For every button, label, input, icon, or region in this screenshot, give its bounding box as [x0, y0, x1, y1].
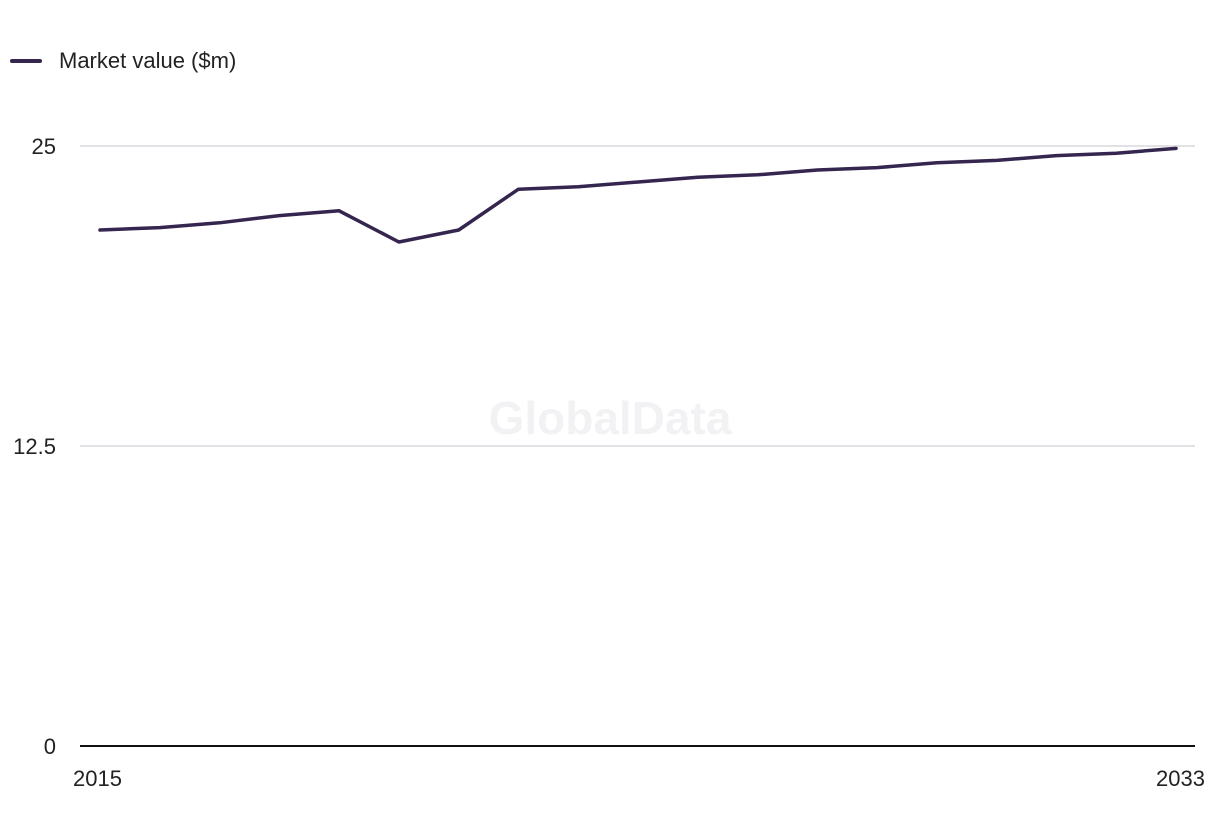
- data-point-2030: [995, 158, 999, 162]
- data-point-2032: [1114, 151, 1118, 155]
- data-point-2023: [576, 185, 580, 189]
- legend-label-market-value: Market value ($m): [59, 48, 237, 73]
- data-point-2015: [98, 228, 102, 232]
- data-point-2025: [696, 175, 700, 179]
- data-point-2026: [756, 173, 760, 177]
- x-tick-label-2015: 2015: [73, 766, 122, 791]
- legend-swatch-market-value: [10, 59, 42, 63]
- gridlines: [80, 145, 1195, 447]
- y-axis-tick-labels: 0 12.5 25: [13, 134, 56, 759]
- data-point-2031: [1054, 154, 1058, 158]
- data-point-2028: [875, 166, 879, 170]
- x-tick-label-2033: 2033: [1156, 766, 1205, 791]
- data-point-2027: [815, 168, 819, 172]
- data-point-2018: [277, 214, 281, 218]
- data-point-2029: [935, 161, 939, 165]
- data-point-2033: [1174, 146, 1178, 150]
- y-tick-label-0: 0: [44, 734, 56, 759]
- series-group: [98, 146, 1178, 244]
- y-tick-label-2: 25: [32, 134, 56, 159]
- legend: Market value ($m): [10, 46, 236, 76]
- data-point-2021: [457, 228, 461, 232]
- y-tick-label-1: 12.5: [13, 434, 56, 459]
- data-point-2019: [337, 209, 341, 213]
- data-point-2020: [397, 240, 401, 244]
- data-point-2024: [636, 180, 640, 184]
- data-point-2016: [158, 226, 162, 230]
- data-point-2017: [218, 221, 222, 225]
- watermark: GlobalData: [489, 392, 732, 444]
- data-point-2022: [516, 187, 520, 191]
- series-line-0: [98, 146, 1178, 244]
- x-axis-tick-labels: 2015 2033: [73, 766, 1205, 791]
